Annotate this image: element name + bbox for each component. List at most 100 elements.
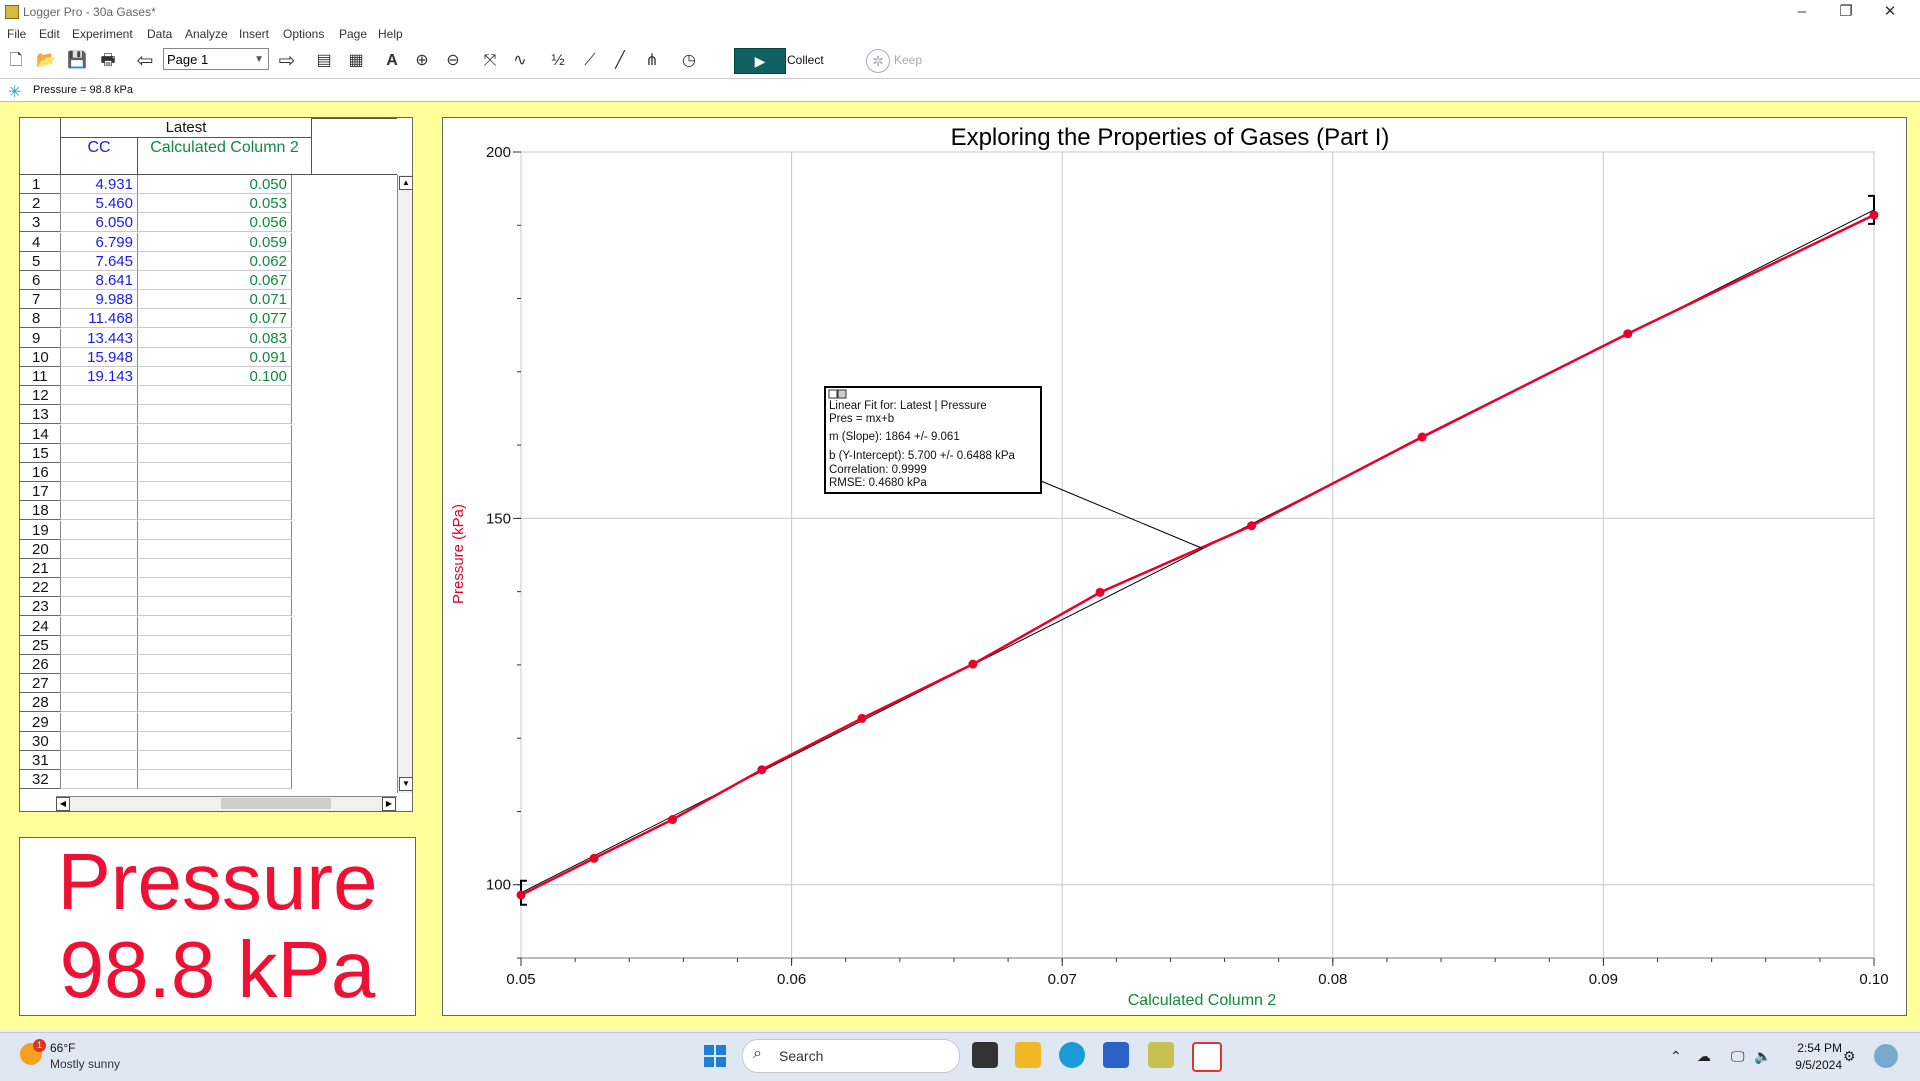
start-windows-icon[interactable]: [704, 1045, 726, 1067]
row-number[interactable]: 14: [20, 425, 60, 444]
cell-calc2[interactable]: [137, 731, 292, 751]
cell-calc2[interactable]: [137, 520, 292, 540]
cell-cc[interactable]: 7.645: [60, 251, 137, 271]
table-row[interactable]: 28: [20, 693, 397, 713]
cell-calc2[interactable]: [137, 539, 292, 559]
file-explorer-icon[interactable]: [1015, 1042, 1041, 1068]
cell-calc2[interactable]: 0.091: [137, 347, 292, 367]
table-row[interactable]: 13: [20, 405, 397, 425]
cell-calc2[interactable]: [137, 424, 292, 444]
row-number[interactable]: 24: [20, 617, 60, 636]
sensor-readout[interactable]: Pressure = 98.8 kPa: [33, 84, 133, 96]
row-number[interactable]: 25: [20, 636, 60, 655]
keep-label[interactable]: Keep: [894, 53, 923, 67]
row-number[interactable]: 3: [20, 213, 60, 233]
graph-panel[interactable]: Exploring the Properties of Gases (Part …: [442, 117, 1907, 1016]
cell-cc[interactable]: [60, 635, 137, 655]
cell-cc[interactable]: [60, 501, 137, 521]
row-number[interactable]: 19: [20, 521, 60, 540]
onedrive-icon[interactable]: ☁: [1697, 1048, 1711, 1064]
copilot-icon[interactable]: [1874, 1044, 1898, 1068]
cell-calc2[interactable]: [137, 751, 292, 770]
pressure-graph[interactable]: Exploring the Properties of Gases (Part …: [443, 118, 1906, 1015]
cell-cc[interactable]: [60, 559, 137, 578]
weather-temp[interactable]: 66°F: [50, 1041, 76, 1055]
table-row[interactable]: 32: [20, 770, 397, 790]
snipping-tool-icon[interactable]: [1192, 1042, 1222, 1072]
data-table[interactable]: Latest CC Calculated Column 2 1 4.931 0.05…: [19, 117, 413, 812]
row-number[interactable]: 27: [20, 674, 60, 694]
row-number[interactable]: 4: [20, 233, 60, 252]
scroll-right-icon[interactable]: ▶: [382, 797, 396, 811]
cell-cc[interactable]: [60, 405, 137, 425]
row-number[interactable]: 29: [20, 713, 60, 732]
cell-calc2[interactable]: 0.056: [137, 213, 292, 233]
row-number[interactable]: 8: [20, 309, 60, 329]
curve-fit-icon[interactable]: ⋔: [645, 52, 659, 69]
row-number[interactable]: 20: [20, 540, 60, 559]
minimize-button[interactable]: –: [1797, 3, 1807, 20]
cell-calc2[interactable]: [137, 616, 292, 636]
cell-calc2[interactable]: [137, 655, 292, 674]
cell-calc2[interactable]: 0.071: [137, 290, 292, 310]
pressure-meter[interactable]: Pressure 98.8 kPa: [19, 837, 416, 1016]
cell-cc[interactable]: [60, 655, 137, 674]
task-view-icon[interactable]: [972, 1042, 998, 1068]
cell-calc2[interactable]: [137, 770, 292, 790]
row-number[interactable]: 15: [20, 444, 60, 463]
collect-label[interactable]: Collect: [787, 53, 824, 67]
menu-edit[interactable]: Edit: [39, 27, 60, 41]
table-row[interactable]: 30: [20, 731, 397, 751]
statistics-icon[interactable]: ⟋: [584, 52, 596, 69]
scroll-up-icon[interactable]: ▲: [399, 176, 412, 190]
cell-cc[interactable]: 9.988: [60, 290, 137, 310]
table-row[interactable]: 8 11.468 0.077: [20, 309, 397, 329]
cell-cc[interactable]: [60, 482, 137, 502]
cell-cc[interactable]: [60, 539, 137, 559]
table-row[interactable]: 10 15.948 0.091: [20, 347, 397, 367]
cell-cc[interactable]: [60, 693, 137, 713]
cell-calc2[interactable]: [137, 635, 292, 655]
table-row[interactable]: 31: [20, 751, 397, 770]
scroll-down-icon[interactable]: ▼: [399, 777, 412, 791]
back-arrow-icon[interactable]: ⇦: [136, 50, 154, 72]
table-row[interactable]: 24: [20, 616, 397, 636]
row-number[interactable]: 9: [20, 329, 60, 348]
menu-help[interactable]: Help: [378, 27, 403, 41]
row-number[interactable]: 6: [20, 271, 60, 290]
keep-icon[interactable]: ✲: [866, 49, 890, 73]
row-number[interactable]: 32: [20, 770, 60, 790]
sensor-icon[interactable]: ✳: [8, 84, 22, 101]
replay-icon[interactable]: ◷: [682, 52, 696, 69]
cell-cc[interactable]: [60, 674, 137, 694]
table-row[interactable]: 6 8.641 0.067: [20, 271, 397, 290]
cell-cc[interactable]: [60, 616, 137, 636]
cell-calc2[interactable]: [137, 405, 292, 425]
menu-insert[interactable]: Insert: [239, 27, 270, 41]
cell-calc2[interactable]: 0.050: [137, 175, 292, 194]
cell-calc2[interactable]: [137, 674, 292, 694]
cell-cc[interactable]: 13.443: [60, 328, 137, 348]
cell-calc2[interactable]: 0.067: [137, 271, 292, 290]
cell-calc2[interactable]: [137, 559, 292, 578]
close-button[interactable]: ✕: [1883, 3, 1897, 20]
zoom-in-icon[interactable]: ⊕: [415, 52, 429, 69]
tangent-icon[interactable]: ∿: [513, 52, 527, 69]
table-row[interactable]: 18: [20, 501, 397, 521]
table-row[interactable]: 9 13.443 0.083: [20, 328, 397, 348]
cell-cc[interactable]: 5.460: [60, 194, 137, 214]
cell-calc2[interactable]: [137, 501, 292, 521]
horizontal-scrollbar[interactable]: ◀ ▶: [56, 796, 397, 811]
table-row[interactable]: 15: [20, 443, 397, 463]
table-row[interactable]: 4 6.799 0.059: [20, 232, 397, 252]
table-row[interactable]: 5 7.645 0.062: [20, 251, 397, 271]
cell-cc[interactable]: 6.050: [60, 213, 137, 233]
dataset-header[interactable]: Latest: [60, 118, 312, 138]
table-row[interactable]: 2 5.460 0.053: [20, 194, 397, 214]
row-number[interactable]: 11: [20, 367, 60, 386]
cell-cc[interactable]: [60, 424, 137, 444]
row-number[interactable]: 17: [20, 482, 60, 502]
cell-cc[interactable]: [60, 597, 137, 617]
row-number[interactable]: 7: [20, 290, 60, 310]
print-icon[interactable]: 🖶: [100, 52, 116, 69]
